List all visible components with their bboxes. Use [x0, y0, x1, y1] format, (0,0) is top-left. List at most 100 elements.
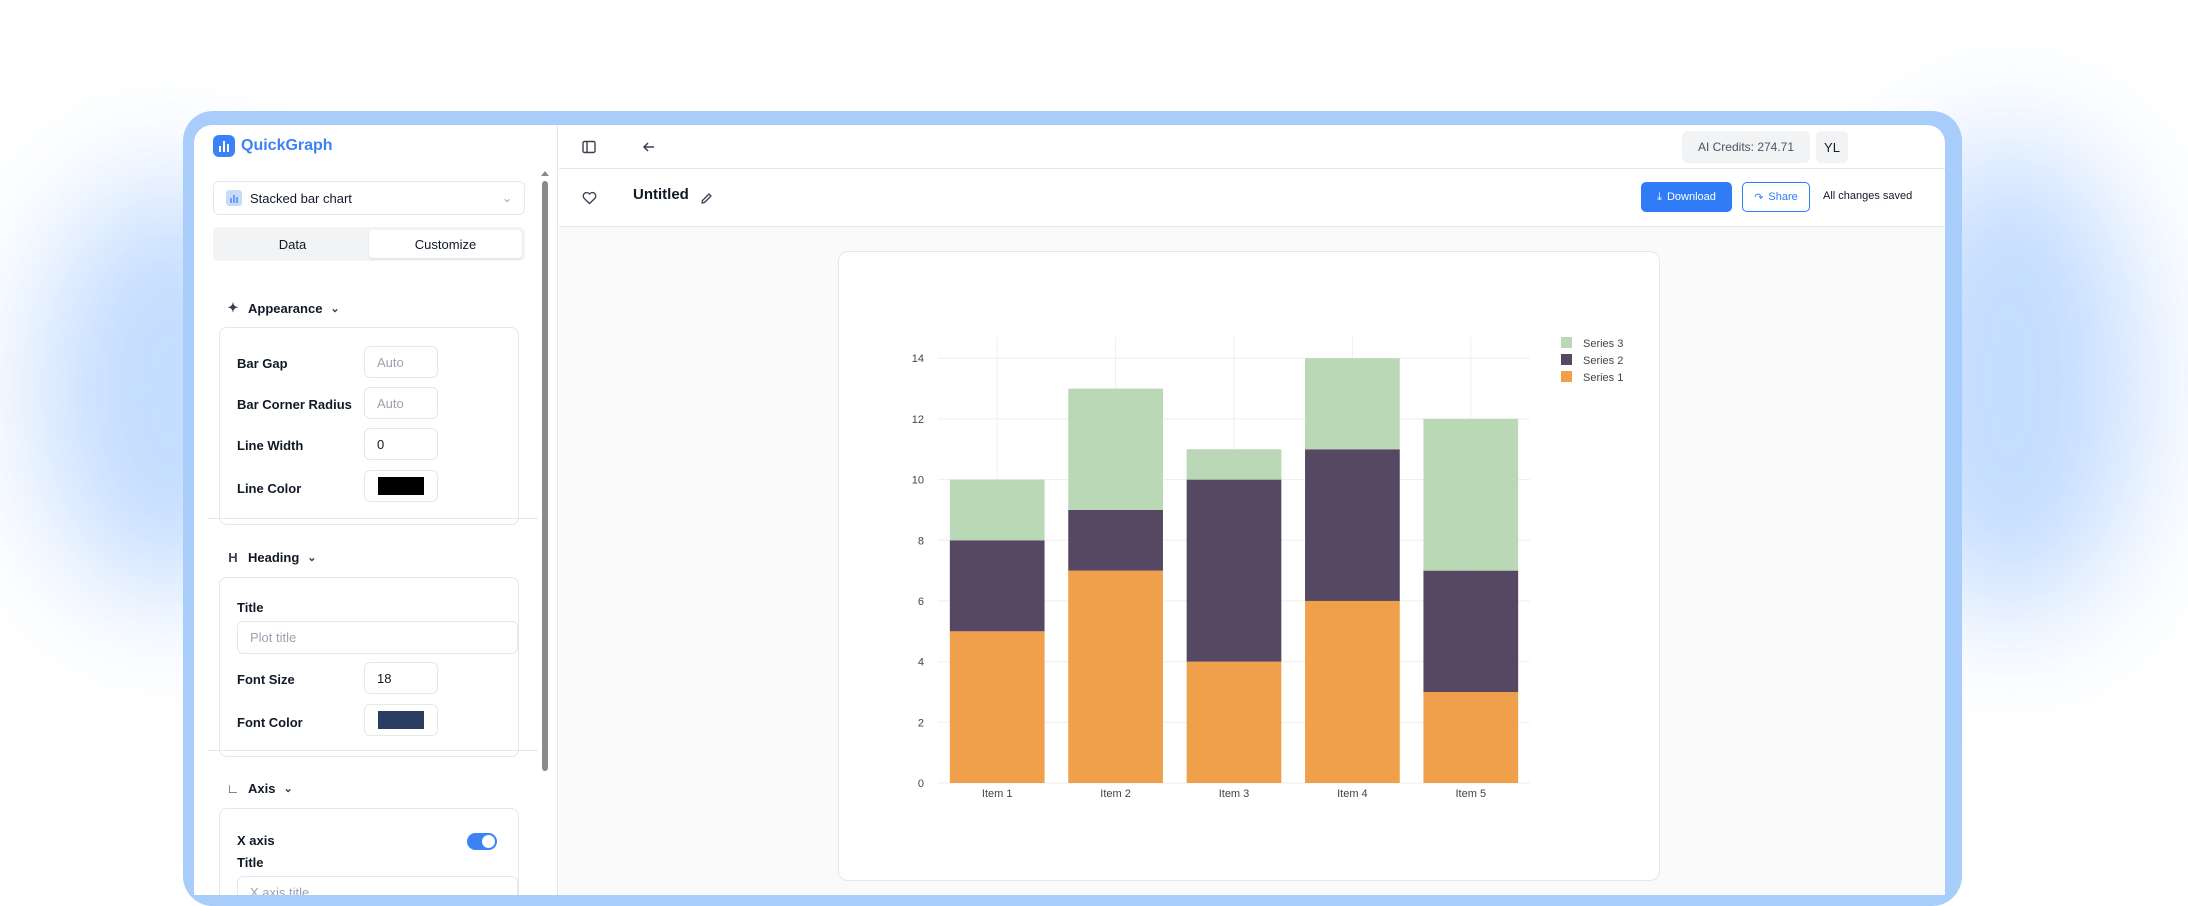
bar-corner-radius-label: Bar Corner Radius [237, 397, 352, 412]
download-label: Download [1666, 191, 1716, 203]
y-tick-label: 14 [912, 353, 924, 365]
axis-section-toggle[interactable]: ∟ Axis ⌄ [226, 781, 293, 796]
line-color-swatch [378, 477, 424, 495]
x-tick-label: Item 1 [982, 788, 1013, 800]
heart-icon[interactable] [579, 188, 599, 208]
chevron-down-icon: ⌄ [330, 302, 340, 315]
legend-swatch [1561, 371, 1572, 382]
chart-type-value: Stacked bar chart [250, 190, 352, 206]
toggle-sidebar-icon[interactable] [579, 137, 599, 157]
legend-label: Series 3 [1583, 338, 1623, 350]
font-color-picker[interactable] [364, 704, 438, 736]
y-tick-label: 10 [912, 475, 924, 487]
back-arrow-icon[interactable] [639, 137, 659, 157]
share-button[interactable]: ↷ Share [1742, 182, 1810, 212]
x-axis-toggle[interactable] [467, 833, 497, 850]
x-tick-label: Item 2 [1100, 788, 1131, 800]
legend-label: Series 1 [1583, 372, 1623, 384]
bar-segment [1423, 418, 1519, 571]
download-button[interactable]: ⤓ Download [1641, 182, 1732, 212]
bar-gap-input[interactable]: Auto [364, 346, 438, 378]
font-size-input[interactable]: 18 [364, 662, 438, 694]
chevron-down-icon: ⌄ [283, 783, 293, 795]
title-label: Title [237, 600, 264, 615]
bar-segment [949, 631, 1045, 783]
top-bar: AI Credits: 274.71 YL [559, 125, 1945, 169]
bar-segment [1068, 509, 1163, 571]
bar-segment [1186, 479, 1282, 662]
y-tick-label: 8 [918, 535, 924, 547]
bar-chart-icon [226, 190, 242, 206]
stacked-bar-chart: 0 2 4 6 8 10 12 14 Item 1 Item 2 Item 3 Item 4 Item … [912, 337, 1623, 800]
bar-segment [949, 479, 1045, 541]
bar-segment [1305, 600, 1400, 783]
bar-segment [1305, 358, 1400, 450]
chevron-down-icon: ⌄ [307, 552, 317, 564]
legend-label: Series 2 [1583, 355, 1623, 367]
edit-pencil-icon[interactable] [696, 188, 716, 208]
chevron-down-icon: ⌄ [501, 191, 512, 205]
heading-card: Title Plot title Font Size 18 Font Color [219, 577, 519, 757]
ai-credits-badge: AI Credits: 274.71 [1682, 131, 1810, 163]
tab-customize[interactable]: Customize [369, 230, 522, 258]
sidebar-tabs: Data Customize [213, 227, 525, 261]
bar-corner-radius-input[interactable]: Auto [364, 387, 438, 419]
line-width-input[interactable]: 0 [364, 428, 438, 460]
tab-data[interactable]: Data [278, 236, 307, 252]
section-divider [208, 518, 538, 519]
y-tick-label: 12 [912, 414, 924, 426]
document-title[interactable]: Untitled [633, 186, 689, 203]
x-axis-title-input[interactable]: X axis title [237, 876, 518, 895]
app-name: QuickGraph [241, 137, 333, 154]
x-axis-label: X axis [237, 833, 275, 848]
palette-icon: ✦ [227, 300, 239, 315]
bar-segment [1423, 570, 1519, 692]
share-icon: ↷ [1754, 191, 1764, 204]
share-label: Share [1768, 191, 1798, 203]
heading-section-toggle[interactable]: H Heading ⌄ [226, 550, 317, 565]
section-divider [208, 750, 538, 751]
sidebar-scroll-thumb[interactable] [542, 181, 548, 771]
x-tick-label: Item 3 [1219, 788, 1250, 800]
sidebar: QuickGraph Stacked bar chart ⌄ Data Cust… [194, 125, 558, 895]
line-color-picker[interactable] [364, 470, 438, 502]
bar-segment [1068, 570, 1163, 783]
heading-heading: Heading [248, 550, 300, 565]
chart-card: 0 2 4 6 8 10 12 14 Item 1 Item 2 Item 3 Item 4 Item … [838, 251, 1660, 881]
font-color-label: Font Color [237, 715, 303, 730]
axis-icon: ∟ [226, 781, 240, 796]
logo-chart-icon [213, 135, 235, 157]
line-color-label: Line Color [237, 481, 302, 496]
x-tick-label: Item 5 [1456, 788, 1487, 800]
bar-segment [1068, 388, 1163, 510]
chart-type-select[interactable]: Stacked bar chart ⌄ [213, 181, 525, 215]
scroll-up-arrow-icon[interactable] [541, 171, 549, 176]
appearance-card: Bar Gap Auto Bar Corner Radius Auto Line… [219, 327, 519, 525]
chart-canvas-area: 0 2 4 6 8 10 12 14 Item 1 Item 2 Item 3 Item 4 Item … [559, 227, 1945, 895]
font-color-swatch [378, 711, 424, 729]
y-tick-label: 0 [918, 778, 924, 790]
heading-icon: H [228, 550, 238, 565]
bar-segment [949, 540, 1045, 632]
bar-segment [1305, 449, 1400, 601]
y-tick-label: 4 [918, 657, 924, 669]
axis-title-label: Title [237, 855, 264, 870]
font-size-label: Font Size [237, 672, 295, 687]
legend-swatch [1561, 354, 1572, 365]
appearance-heading: Appearance [248, 300, 323, 316]
app-window: QuickGraph Stacked bar chart ⌄ Data Cust… [194, 125, 1945, 895]
bar-segment [1186, 449, 1282, 480]
save-status: All changes saved [1823, 190, 1913, 202]
legend-swatch [1561, 337, 1572, 348]
appearance-section-toggle[interactable]: ✦ Appearance ⌄ [226, 300, 340, 316]
y-tick-label: 2 [918, 717, 924, 729]
main-area: AI Credits: 274.71 YL Untitled ⤓ Downloa… [559, 125, 1945, 895]
document-toolbar: Untitled ⤓ Download ↷ Share All changes … [559, 169, 1945, 227]
plot-title-input[interactable]: Plot title [237, 621, 518, 654]
app-logo[interactable]: QuickGraph [213, 135, 333, 157]
avatar[interactable]: YL [1816, 131, 1848, 163]
y-tick-label: 6 [918, 596, 924, 608]
bar-gap-label: Bar Gap [237, 356, 288, 371]
bar-segment [1186, 661, 1282, 783]
axis-card: X axis Title X axis title [219, 808, 519, 895]
